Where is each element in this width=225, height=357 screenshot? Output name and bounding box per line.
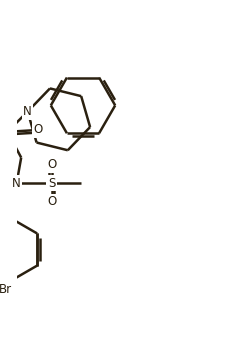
Text: O: O [47,159,56,171]
Text: O: O [47,195,56,208]
Text: N: N [12,177,21,190]
Text: N: N [23,105,32,118]
Text: O: O [33,124,42,136]
Text: Br: Br [0,283,12,297]
Text: S: S [48,177,55,190]
